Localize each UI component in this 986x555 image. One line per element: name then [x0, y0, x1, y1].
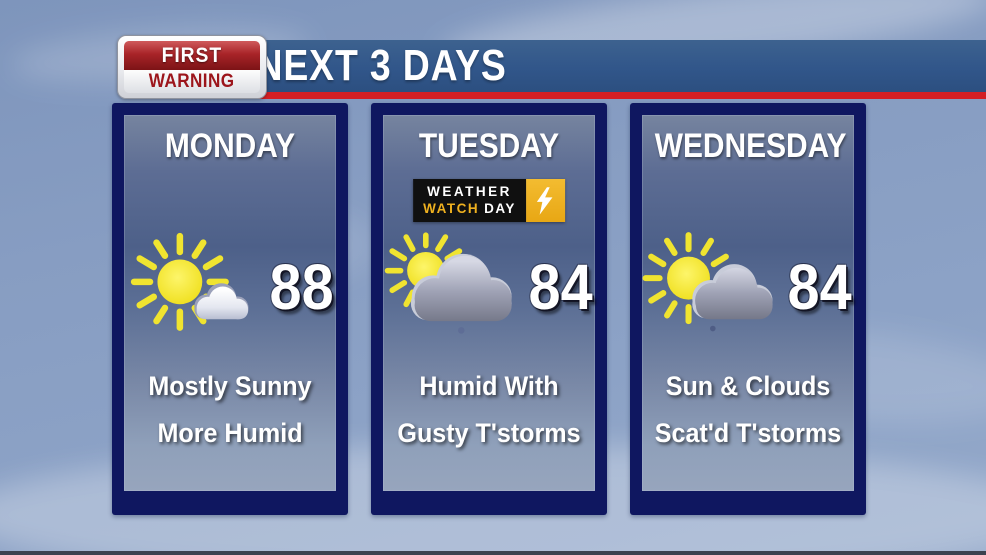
- condition-line1: Humid With: [419, 371, 559, 401]
- logo-line1: FIRST: [161, 43, 223, 67]
- high-temp: 88: [269, 251, 335, 323]
- forecast-card-wednesday: WEDNESDAY: [630, 103, 866, 515]
- high-temp: 84: [528, 251, 594, 323]
- lightning-bolt-icon: [525, 179, 565, 222]
- sun-storm-cloud-icon: [385, 232, 513, 334]
- bottom-bar: [0, 551, 986, 555]
- day-label: MONDAY: [164, 127, 296, 165]
- card-body: TUESDAY WEATHER WATCH DAY: [383, 115, 595, 491]
- conditions-text: Humid With Gusty T'storms: [383, 363, 595, 457]
- card-body: WEDNESDAY: [642, 115, 854, 491]
- icon-temp-row: 84: [375, 227, 603, 347]
- badge-line2: WATCH DAY: [423, 201, 516, 217]
- weather-watch-day-badge: WEATHER WATCH DAY: [413, 179, 565, 222]
- condition-line1: Sun & Clouds: [665, 371, 831, 401]
- sun-small-cloud-icon: [131, 232, 249, 331]
- condition-line1: Mostly Sunny: [148, 371, 312, 401]
- header-banner: NEXT 3 DAYS: [128, 40, 986, 99]
- badge-text: WEATHER WATCH DAY: [413, 179, 526, 222]
- condition-line2: Scat'd T'storms: [654, 418, 842, 448]
- badge-line1: WEATHER: [427, 184, 512, 199]
- first-warning-logo: FIRST WARNING: [117, 35, 267, 99]
- forecast-card-monday: MONDAY: [112, 103, 348, 515]
- logo-band-red: FIRST: [124, 41, 260, 70]
- conditions-text: Sun & Clouds Scat'd T'storms: [642, 363, 854, 457]
- forecast-card-tuesday: TUESDAY WEATHER WATCH DAY: [371, 103, 607, 515]
- badge-watch-word: WATCH: [423, 201, 480, 216]
- conditions-text: Mostly Sunny More Humid: [124, 363, 336, 457]
- day-label: TUESDAY: [418, 127, 560, 165]
- icon-temp-row: 84: [634, 227, 862, 347]
- logo-line2: WARNING: [149, 70, 235, 92]
- icon-temp-row: 88: [116, 227, 344, 347]
- sun-cloud-icon: [642, 232, 773, 332]
- page-title: NEXT 3 DAYS: [255, 41, 507, 90]
- badge-day-word: DAY: [484, 201, 516, 216]
- condition-line2: Gusty T'storms: [397, 418, 581, 448]
- card-body: MONDAY: [124, 115, 336, 491]
- condition-line2: More Humid: [157, 418, 303, 448]
- day-label: WEDNESDAY: [654, 127, 847, 165]
- logo-band-white: WARNING: [124, 70, 260, 93]
- high-temp: 84: [787, 251, 853, 323]
